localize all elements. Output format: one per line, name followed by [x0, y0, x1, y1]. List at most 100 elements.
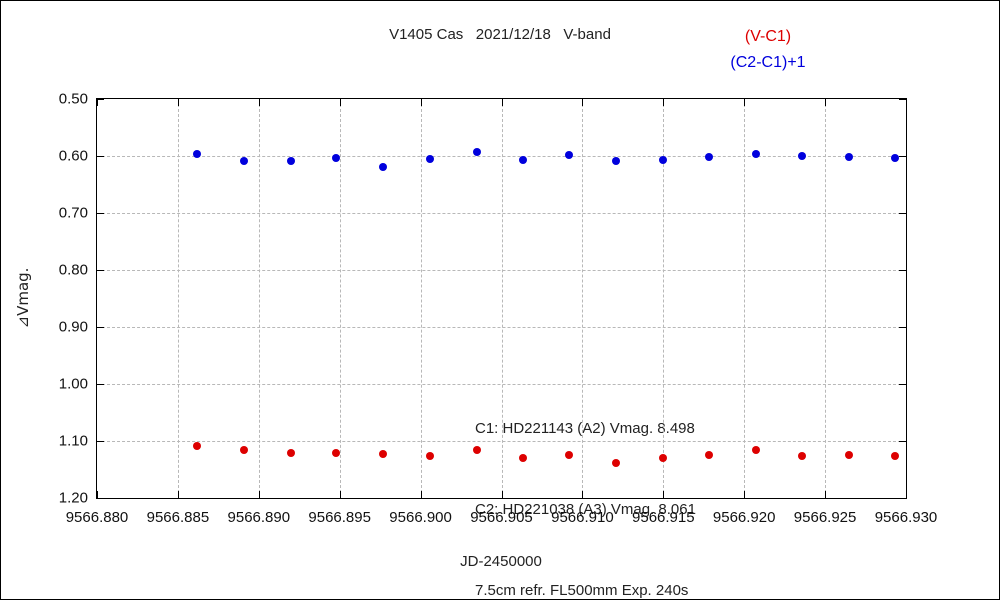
x-tick-mark	[582, 491, 584, 498]
data-point	[473, 148, 482, 156]
gridline-vertical	[420, 99, 422, 498]
x-tick-mark	[744, 99, 746, 106]
x-tick-mark	[825, 491, 827, 498]
chart-title: V1405 Cas 2021/12/18 V-band	[389, 26, 611, 43]
data-point	[193, 441, 202, 450]
y-tick-mark	[899, 384, 906, 385]
data-point	[193, 150, 202, 159]
y-tick-mark	[97, 99, 104, 100]
data-point	[518, 155, 527, 164]
data-point	[379, 450, 388, 459]
x-tick-mark	[663, 99, 665, 106]
data-point	[287, 156, 296, 165]
annotation-line: 7.5cm refr. FL500mm Exp. 240s	[475, 582, 689, 599]
x-tick-mark	[744, 491, 746, 498]
x-tick-label: 9566.925	[793, 509, 857, 526]
x-tick-mark	[258, 491, 260, 498]
y-tick-mark	[97, 441, 104, 442]
x-tick-mark	[97, 491, 98, 498]
data-point	[473, 446, 482, 455]
y-tick-mark	[899, 270, 906, 271]
y-tick-mark	[899, 498, 906, 499]
gridline-vertical	[177, 99, 179, 498]
y-tick-label: 0.60	[58, 147, 88, 165]
plot-area: C1: HD221143 (A2) Vmag. 8.498 C2: HD2210…	[96, 98, 907, 599]
gridline-horizontal	[97, 270, 906, 271]
gridline-horizontal	[97, 327, 906, 328]
gridline-vertical	[339, 99, 341, 498]
y-tick-mark	[899, 213, 906, 214]
gridline-horizontal	[97, 156, 906, 157]
data-point	[890, 451, 899, 460]
x-tick-label: 9566.905	[470, 509, 533, 526]
data-point	[379, 162, 388, 171]
annotation-block: C1: HD221143 (A2) Vmag. 8.498 C2: HD2210…	[475, 361, 696, 599]
gridline-horizontal	[97, 213, 906, 214]
data-point	[659, 155, 668, 164]
y-tick-mark	[97, 270, 104, 271]
gridline-vertical	[258, 99, 260, 498]
x-tick-mark	[906, 99, 907, 106]
data-point	[659, 453, 668, 462]
data-point	[798, 451, 807, 460]
x-axis-label: JD-2450000	[460, 553, 542, 570]
data-point	[798, 152, 807, 160]
data-point	[751, 446, 760, 455]
y-axis-label: ⊿Vmag.	[14, 267, 32, 329]
y-tick-label: 0.80	[58, 261, 88, 279]
y-tick-label: 1.00	[58, 375, 88, 393]
y-tick-mark	[97, 213, 104, 214]
x-tick-mark	[825, 99, 827, 106]
y-tick-label: 1.20	[58, 489, 88, 507]
x-tick-mark	[501, 99, 503, 106]
x-tick-mark	[420, 491, 422, 498]
x-tick-mark	[339, 99, 341, 106]
y-tick-label: 0.70	[58, 204, 88, 222]
data-point	[751, 149, 760, 158]
y-tick-label: 0.90	[58, 318, 88, 336]
data-point	[704, 450, 713, 459]
y-tick-mark	[899, 327, 906, 328]
data-point	[332, 448, 341, 457]
x-tick-mark	[582, 99, 584, 106]
x-tick-mark	[906, 491, 907, 498]
data-point	[612, 156, 621, 165]
data-point	[565, 150, 574, 159]
x-tick-label: 9566.895	[308, 509, 371, 526]
x-tick-mark	[177, 99, 179, 106]
x-tick-label: 9566.915	[632, 509, 695, 526]
annotation-line: C1: HD221143 (A2) Vmag. 8.498	[475, 420, 695, 437]
y-tick-mark	[97, 384, 104, 385]
x-tick-label: 9566.930	[874, 509, 938, 526]
x-tick-label: 9566.920	[712, 509, 776, 526]
data-point	[518, 453, 527, 462]
gridline-horizontal	[97, 441, 906, 442]
gridline-vertical	[501, 99, 503, 498]
gridline-vertical	[825, 99, 827, 498]
x-tick-label: 9566.900	[389, 509, 452, 526]
y-tick-mark	[97, 156, 104, 157]
x-tick-mark	[501, 491, 503, 498]
x-tick-mark	[339, 491, 341, 498]
x-tick-label: 9566.885	[146, 509, 210, 526]
x-tick-mark	[420, 99, 422, 106]
data-point	[240, 446, 249, 455]
legend-entry-v-c1: (V-C1)	[744, 28, 792, 45]
y-tick-mark	[97, 498, 104, 499]
data-point	[845, 450, 854, 459]
annotation-line: C2: HD221038 (A3) Vmag. 8.061	[475, 501, 696, 518]
data-point	[612, 458, 621, 467]
chart-legend: (V-C1) (C2-C1)+1	[693, 24, 843, 76]
x-tick-label: 9566.910	[551, 509, 614, 526]
data-point	[704, 153, 713, 162]
y-tick-mark	[899, 99, 906, 100]
legend-entry-c2-c1: (C2-C1)+1	[730, 54, 806, 71]
data-point	[426, 451, 435, 460]
data-point	[332, 154, 341, 163]
x-tick-label: 9566.890	[227, 509, 291, 526]
x-tick-label: 9566.880	[65, 509, 129, 526]
gridline-vertical	[744, 99, 746, 498]
data-point	[565, 451, 574, 460]
y-tick-mark	[97, 327, 104, 328]
